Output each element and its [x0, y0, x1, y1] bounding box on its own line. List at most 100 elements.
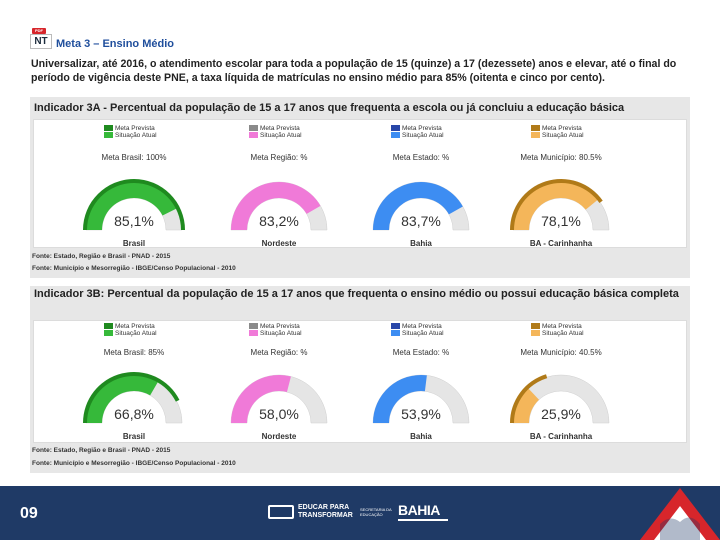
- legend-label: Meta Prevista: [115, 125, 155, 132]
- gauge-meta-arc: [510, 374, 548, 423]
- pdf-badge: PDF: [32, 28, 46, 34]
- legend-swatch: [249, 323, 258, 329]
- gauge-value-arc: [513, 182, 599, 230]
- legend-swatch: [104, 323, 113, 329]
- meta-label: Meta Município: 40.5%: [520, 348, 601, 357]
- legend-swatch: [391, 330, 400, 336]
- panel-indicador-3a: Indicador 3A - Percentual da população d…: [30, 97, 690, 278]
- legend-label: Situação Atual: [115, 132, 157, 139]
- legend-swatch: [104, 125, 113, 131]
- gauge-value-arc: [86, 375, 159, 423]
- panel-title: Indicador 3B: Percentual da população de…: [34, 288, 679, 300]
- gauge-value-label: 53,9%: [401, 406, 441, 422]
- intro-text: Universalizar, até 2016, o atendimento e…: [31, 58, 677, 84]
- corner-emblem: [640, 488, 720, 540]
- page-title: Meta 3 – Ensino Médio: [56, 38, 174, 50]
- gauge-value-arc: [231, 182, 321, 230]
- meta-label: Meta Município: 80.5%: [520, 153, 601, 162]
- legend-group: Meta Prevista Situação Atual: [249, 125, 329, 139]
- legend-swatch: [249, 132, 258, 138]
- gauge-meta-arc: [510, 179, 603, 230]
- gauge-value-arc: [373, 181, 463, 230]
- source-line-1: Fonte: Estado, Região e Brasil - PNAD - …: [32, 447, 171, 454]
- gauge-value-label: 25,9%: [541, 406, 581, 422]
- gauge-value-label: 83,2%: [259, 213, 299, 229]
- legend-label: Meta Prevista: [260, 125, 300, 132]
- educar-logo-line-1: EDUCAR PARA: [298, 504, 350, 511]
- legend-label: Situação Atual: [115, 330, 157, 337]
- gauge-chart: Meta Brasil: 85% 66,8% Brasil Meta Região: …: [83, 348, 610, 441]
- gauge-chart: Meta Brasil: 100% 85,1% Brasil Meta Região:…: [83, 153, 610, 248]
- corner-emblem-white: [654, 506, 706, 540]
- gauge-area: Meta Prevista Situação Atual Meta Prevista…: [33, 320, 687, 443]
- legend-swatch: [391, 132, 400, 138]
- meta-label: Meta Estado: %: [393, 348, 449, 357]
- corner-emblem-shade: [660, 517, 700, 540]
- bahia-logo-text: BAHIA: [398, 502, 440, 518]
- educar-logo-icon: [268, 505, 294, 519]
- gauge-value-label: 58,0%: [259, 406, 299, 422]
- gauge-value-label: 85,1%: [114, 213, 154, 229]
- gauge-region-label: Nordeste: [262, 239, 297, 248]
- legend-swatch: [531, 330, 540, 336]
- source-line-2: Fonte: Município e Mesorregião - IBGE/Ce…: [32, 265, 236, 272]
- legend-label: Situação Atual: [402, 132, 444, 139]
- legend-label: Meta Prevista: [115, 323, 155, 330]
- nt-logo: PDF NT: [30, 28, 52, 50]
- meta-label: Meta Região: %: [251, 348, 308, 357]
- panel-indicador-3b: Indicador 3B: Percentual da população de…: [30, 286, 690, 473]
- footer-bar: [0, 486, 720, 540]
- legend-group: Meta Prevista Situação Atual: [104, 125, 184, 139]
- legend-swatch: [531, 323, 540, 329]
- legend-swatch: [249, 125, 258, 131]
- educar-logo-line-2: TRANSFORMAR: [298, 512, 353, 519]
- legend-label: Meta Prevista: [402, 125, 442, 132]
- gauge-value-arc: [86, 182, 177, 230]
- legend-group: Meta Prevista Situação Atual: [391, 323, 471, 337]
- legend-label: Situação Atual: [542, 132, 584, 139]
- source-line-2: Fonte: Município e Mesorregião - IBGE/Ce…: [32, 460, 236, 467]
- gauge-value-arc: [231, 375, 291, 423]
- gauge-value-label: 66,8%: [114, 406, 154, 422]
- source-line-1: Fonte: Estado, Região e Brasil - PNAD - …: [32, 253, 171, 260]
- legend-label: Situação Atual: [402, 330, 444, 337]
- meta-label: Meta Brasil: 100%: [102, 153, 167, 162]
- legend-group: Meta Prevista Situação Atual: [391, 125, 471, 139]
- legend-swatch: [104, 132, 113, 138]
- legend-label: Meta Prevista: [260, 323, 300, 330]
- gauge-region-label: Brasil: [123, 239, 145, 248]
- gauge-region-label: Bahia: [410, 432, 432, 441]
- gauge-region-label: BA - Carinhanha: [530, 432, 593, 441]
- legend-swatch: [249, 330, 258, 336]
- legend-label: Situação Atual: [260, 132, 302, 139]
- gauge-value-label: 78,1%: [541, 213, 581, 229]
- legend-swatch: [104, 330, 113, 336]
- legend-group: Meta Prevista Situação Atual: [531, 125, 611, 139]
- legend-label: Meta Prevista: [402, 323, 442, 330]
- meta-label: Meta Região: %: [251, 153, 308, 162]
- gauge-region-label: BA - Carinhanha: [530, 239, 593, 248]
- panel-title: Indicador 3A - Percentual da população d…: [34, 102, 625, 114]
- meta-label: Meta Brasil: 85%: [104, 348, 164, 357]
- nt-badge: NT: [30, 34, 52, 49]
- legend-label: Meta Prevista: [542, 323, 582, 330]
- meta-label: Meta Estado: %: [393, 153, 449, 162]
- gauge-value-arc: [513, 388, 540, 423]
- gauge-area: Meta Prevista Situação Atual Meta Prevista…: [33, 119, 687, 248]
- secretaria-logo-text: SECRETARIA DA EDUCAÇÃO: [360, 507, 392, 517]
- legend-label: Situação Atual: [260, 330, 302, 337]
- legend-swatch: [391, 125, 400, 131]
- legend-label: Meta Prevista: [542, 125, 582, 132]
- gauge-value-label: 83,7%: [401, 213, 441, 229]
- page-number: 09: [20, 505, 38, 522]
- legend-group: Meta Prevista Situação Atual: [104, 323, 184, 337]
- gauge-region-label: Brasil: [123, 432, 145, 441]
- gauge-value-arc: [373, 375, 427, 423]
- legend-group: Meta Prevista Situação Atual: [531, 323, 611, 337]
- gauge-region-label: Bahia: [410, 239, 432, 248]
- legend-swatch: [391, 323, 400, 329]
- legend-swatch: [531, 132, 540, 138]
- bahia-logo-stripe: [398, 519, 448, 521]
- legend-swatch: [531, 125, 540, 131]
- legend-group: Meta Prevista Situação Atual: [249, 323, 329, 337]
